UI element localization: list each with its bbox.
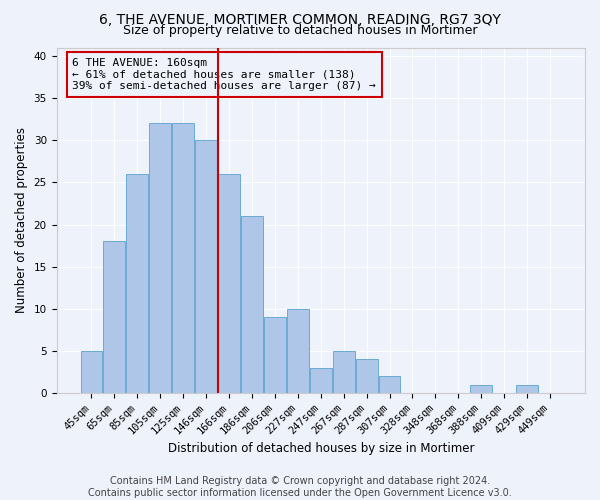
X-axis label: Distribution of detached houses by size in Mortimer: Distribution of detached houses by size … bbox=[167, 442, 474, 455]
Bar bbox=[103, 242, 125, 393]
Bar bbox=[127, 174, 148, 393]
Bar bbox=[218, 174, 240, 393]
Bar bbox=[356, 360, 377, 393]
Bar bbox=[149, 124, 171, 393]
Text: 6 THE AVENUE: 160sqm
← 61% of detached houses are smaller (138)
39% of semi-deta: 6 THE AVENUE: 160sqm ← 61% of detached h… bbox=[73, 58, 376, 91]
Bar bbox=[287, 309, 309, 393]
Bar bbox=[80, 351, 103, 393]
Text: Contains HM Land Registry data © Crown copyright and database right 2024.
Contai: Contains HM Land Registry data © Crown c… bbox=[88, 476, 512, 498]
Bar bbox=[241, 216, 263, 393]
Bar bbox=[516, 384, 538, 393]
Bar bbox=[333, 351, 355, 393]
Bar bbox=[470, 384, 492, 393]
Bar bbox=[264, 318, 286, 393]
Text: 6, THE AVENUE, MORTIMER COMMON, READING, RG7 3QY: 6, THE AVENUE, MORTIMER COMMON, READING,… bbox=[99, 12, 501, 26]
Bar bbox=[310, 368, 332, 393]
Bar bbox=[172, 124, 194, 393]
Bar bbox=[379, 376, 400, 393]
Bar bbox=[195, 140, 217, 393]
Text: Size of property relative to detached houses in Mortimer: Size of property relative to detached ho… bbox=[123, 24, 477, 37]
Y-axis label: Number of detached properties: Number of detached properties bbox=[15, 128, 28, 314]
